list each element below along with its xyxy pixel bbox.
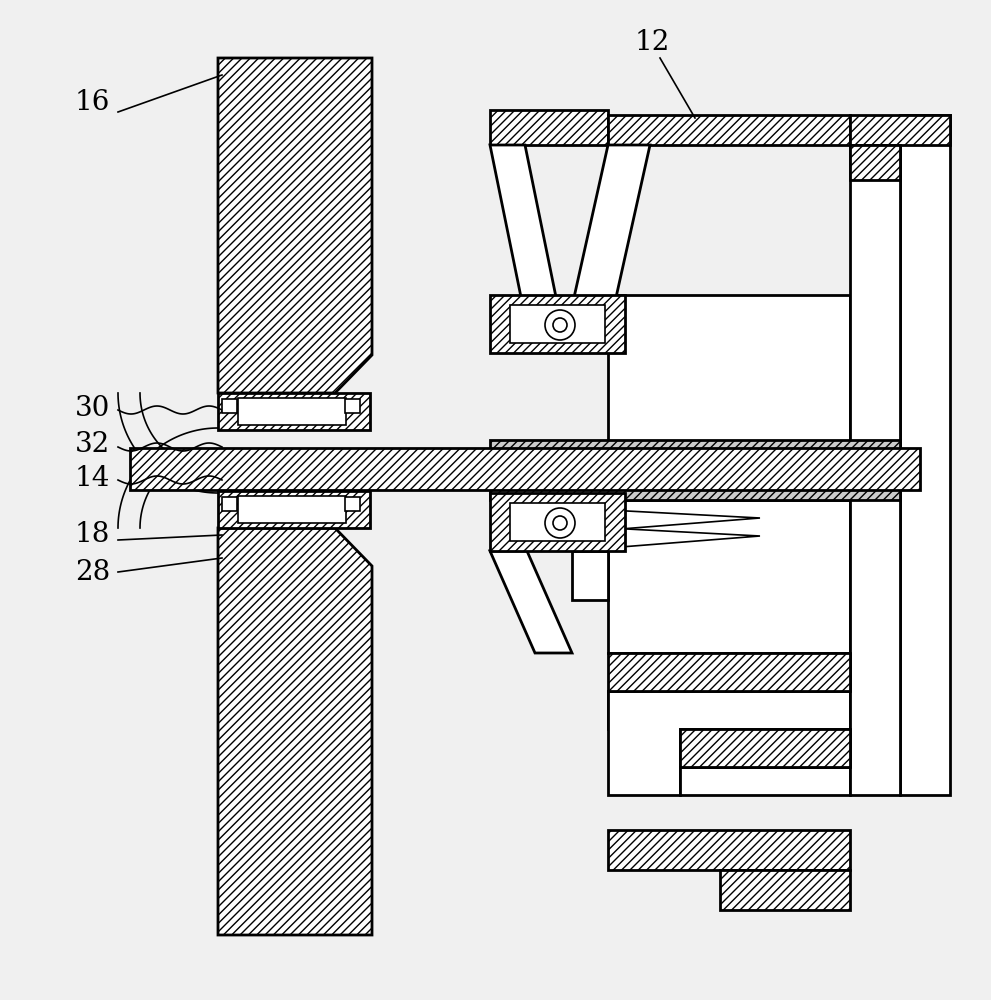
Bar — [222, 497, 237, 511]
Bar — [490, 493, 625, 551]
Polygon shape — [573, 145, 650, 302]
Text: 32: 32 — [75, 432, 110, 458]
Bar — [608, 691, 850, 729]
Text: 12: 12 — [635, 28, 670, 55]
Circle shape — [553, 516, 567, 530]
Bar — [490, 295, 625, 353]
Bar — [510, 503, 605, 541]
Polygon shape — [608, 691, 850, 795]
Text: 16: 16 — [75, 89, 110, 115]
Bar — [900, 115, 950, 795]
Circle shape — [545, 508, 575, 538]
Text: 30: 30 — [75, 394, 110, 422]
Bar — [850, 145, 900, 180]
Polygon shape — [218, 491, 370, 528]
Bar — [680, 729, 850, 767]
Bar — [238, 496, 346, 523]
Bar — [608, 500, 850, 653]
Circle shape — [553, 318, 567, 332]
Text: 14: 14 — [75, 464, 110, 491]
Bar — [850, 145, 900, 795]
Polygon shape — [608, 510, 760, 530]
Bar — [680, 767, 850, 795]
Polygon shape — [490, 551, 572, 653]
Polygon shape — [490, 145, 557, 302]
Polygon shape — [218, 528, 372, 935]
Bar — [720, 870, 850, 910]
Bar — [608, 295, 850, 448]
Circle shape — [545, 310, 575, 340]
Bar — [850, 115, 950, 145]
Bar — [238, 398, 346, 425]
Bar — [608, 830, 850, 870]
Bar — [608, 653, 850, 691]
Text: 18: 18 — [75, 522, 110, 548]
Bar — [345, 399, 360, 413]
Bar — [608, 115, 850, 145]
Bar — [490, 110, 608, 145]
Bar — [345, 497, 360, 511]
Text: 28: 28 — [75, 558, 110, 585]
Polygon shape — [608, 528, 760, 548]
Bar — [130, 448, 920, 490]
Polygon shape — [218, 58, 372, 393]
Bar — [222, 399, 237, 413]
Bar — [510, 305, 605, 343]
Polygon shape — [572, 551, 608, 600]
Polygon shape — [218, 393, 370, 430]
Bar — [490, 440, 900, 500]
